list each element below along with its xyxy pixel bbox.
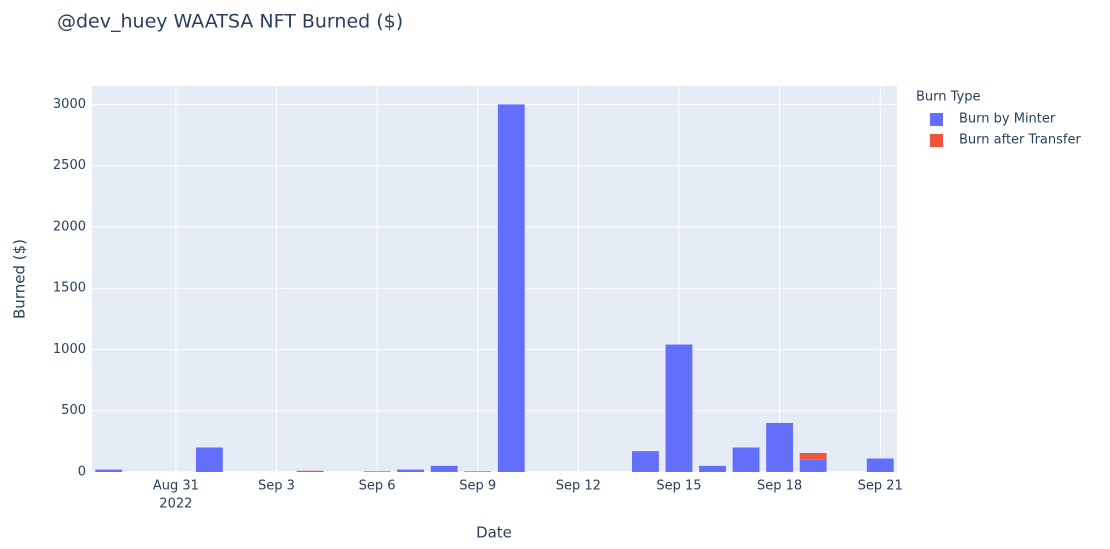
- bar: [296, 470, 324, 472]
- legend-label: Burn after Transfer: [959, 133, 1081, 148]
- legend-swatch: [930, 113, 943, 126]
- y-tick-label: 1500: [53, 281, 86, 296]
- x-axis-title: Date: [476, 524, 512, 542]
- plot-area: [92, 86, 897, 472]
- x-tick-label: Sep 3: [258, 479, 295, 494]
- y-tick-label: 1000: [53, 342, 86, 357]
- y-tick-label: 500: [61, 403, 86, 418]
- bar: [699, 465, 726, 472]
- bar: [632, 451, 659, 472]
- bar: [799, 459, 827, 472]
- bar: [430, 465, 458, 472]
- bar: [732, 447, 760, 472]
- bar: [464, 471, 492, 472]
- x-tick-label: Aug 31: [153, 479, 199, 494]
- legend-label: Burn by Minter: [959, 112, 1056, 127]
- x-tick-label: Sep 21: [858, 479, 903, 494]
- bar: [397, 469, 425, 472]
- legend-title: Burn Type: [916, 90, 981, 105]
- x-tick-label: Sep 15: [656, 479, 701, 494]
- labels: 0 500 1000 1500 2000 2500 3000 Aug 31 2022 Sep 3 S…: [53, 97, 903, 512]
- bar: [766, 422, 794, 472]
- y-axis-title: Burned ($): [11, 239, 29, 319]
- x-tick-label: Sep 6: [359, 479, 396, 494]
- x-tick-label: Sep 9: [459, 479, 496, 494]
- bar: [665, 344, 693, 472]
- legend: Burn by Minter Burn after Transfer: [930, 112, 1081, 148]
- y-tick-label: 2000: [53, 219, 86, 234]
- x-tick-label: Sep 12: [556, 479, 601, 494]
- bar: [195, 447, 223, 472]
- y-tick-label: 2500: [53, 158, 86, 173]
- chart-title: @dev_huey WAATSA NFT Burned ($): [57, 11, 403, 33]
- x-tick-label: Sep 18: [757, 479, 802, 494]
- legend-swatch: [930, 134, 943, 147]
- bar: [497, 104, 525, 472]
- bars: [95, 104, 894, 472]
- bar: [95, 469, 123, 472]
- bar: [799, 453, 827, 460]
- x-year-label: 2022: [159, 497, 192, 512]
- y-tick-label: 3000: [53, 97, 86, 112]
- bar: [363, 471, 391, 472]
- y-tick-label: 0: [78, 465, 86, 480]
- bar: [866, 458, 894, 472]
- grid: [92, 86, 897, 473]
